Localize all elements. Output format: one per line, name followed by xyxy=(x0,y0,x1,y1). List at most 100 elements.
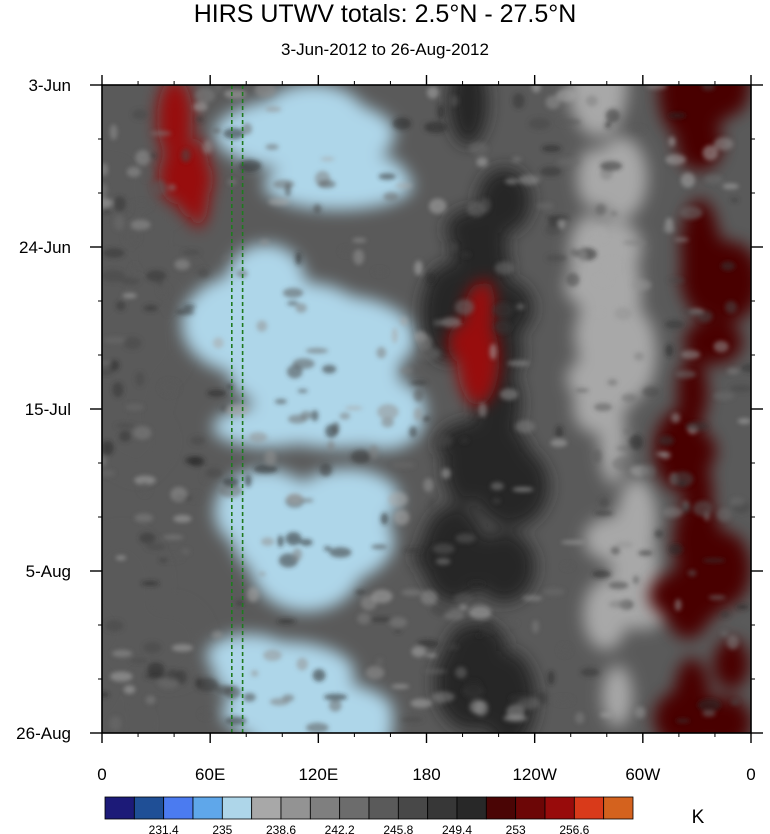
field-cell xyxy=(376,346,387,359)
field-cell xyxy=(469,605,492,620)
field-cell xyxy=(211,630,223,639)
field-cell xyxy=(339,412,351,420)
field-cell xyxy=(532,620,539,634)
field-cell xyxy=(479,197,491,213)
field-cell xyxy=(515,303,525,310)
field-cell xyxy=(417,334,433,351)
field-cell xyxy=(133,425,152,440)
field-cell xyxy=(685,421,709,431)
colorbar-swatch xyxy=(397,796,429,820)
field-feature xyxy=(564,85,673,727)
field-cell xyxy=(224,88,247,99)
field-cell xyxy=(123,685,136,694)
field-cell xyxy=(350,449,371,464)
field-cell xyxy=(256,320,268,332)
field-cell xyxy=(547,670,555,685)
field-cell xyxy=(277,618,296,624)
field-cell xyxy=(432,543,455,555)
field-cell xyxy=(607,379,618,386)
field-cell xyxy=(260,239,270,246)
field-cell xyxy=(702,710,716,717)
field-cell xyxy=(693,500,713,517)
colorbar-unit: K xyxy=(692,807,705,828)
colorbar-swatch xyxy=(427,796,458,820)
field-cell xyxy=(662,507,683,518)
field-blob xyxy=(131,603,206,682)
field-cell xyxy=(268,198,290,206)
field-cell xyxy=(286,492,304,505)
field-blob xyxy=(181,274,309,374)
field-cell xyxy=(227,178,237,185)
field-cell xyxy=(392,117,412,130)
field-cell xyxy=(251,670,259,677)
field-cell xyxy=(574,388,590,393)
field-cell xyxy=(454,299,475,316)
field-cell xyxy=(437,104,445,120)
field-cell xyxy=(400,367,413,374)
field-cell xyxy=(609,210,618,217)
field-cell xyxy=(139,532,156,544)
field-cell xyxy=(558,644,572,657)
field-cell xyxy=(174,259,190,271)
field-cell xyxy=(668,136,676,147)
field-cell xyxy=(323,546,332,551)
field-cell xyxy=(420,590,438,605)
field-cell xyxy=(632,575,640,585)
field-cell xyxy=(444,611,465,620)
field-cell xyxy=(499,388,518,401)
field-cell xyxy=(260,537,275,546)
x-tick-label: 180 xyxy=(412,765,440,784)
field-cell xyxy=(139,481,151,496)
field-cell xyxy=(377,403,399,420)
field-cell xyxy=(674,237,689,242)
field-cell xyxy=(212,337,224,349)
field-cell xyxy=(389,616,408,628)
field-cell xyxy=(665,154,687,165)
field-cell xyxy=(461,251,471,258)
field-blob xyxy=(173,155,214,204)
field-cell xyxy=(591,309,604,316)
field-cell xyxy=(531,85,542,93)
field-cell xyxy=(103,208,111,213)
field-cell xyxy=(383,192,399,202)
colorbar-label: 256.6 xyxy=(559,823,589,834)
field-cell xyxy=(147,662,165,678)
field-cell xyxy=(115,555,127,561)
field-cell xyxy=(102,440,114,456)
field-cell xyxy=(433,319,444,327)
field-cell xyxy=(297,388,308,394)
field-cell xyxy=(323,693,348,701)
field-cell xyxy=(145,270,167,282)
field-cell xyxy=(681,350,701,360)
field-cell xyxy=(664,319,685,330)
field-cell xyxy=(319,463,333,477)
field-cell xyxy=(729,384,751,393)
field-cell xyxy=(243,692,256,702)
field-cell xyxy=(274,398,287,405)
field-cell xyxy=(730,699,740,706)
field-cell xyxy=(143,304,159,312)
field-cell xyxy=(265,143,279,150)
field-cell xyxy=(680,172,696,188)
field-cell xyxy=(631,279,652,291)
field-cell xyxy=(594,275,612,286)
field-cell xyxy=(557,118,582,126)
colorbar-swatch xyxy=(573,796,605,820)
field-cell xyxy=(713,391,734,401)
colorbar-swatch xyxy=(251,796,282,820)
field-cell xyxy=(130,264,140,280)
field-cell xyxy=(440,317,462,328)
colorbar-label: 253 xyxy=(506,823,526,834)
field-cell xyxy=(130,658,149,663)
colorbar-swatch xyxy=(485,796,517,820)
field-cell xyxy=(614,307,633,321)
field-cell xyxy=(476,156,488,168)
field-cell xyxy=(423,669,447,674)
field-cell xyxy=(327,440,335,452)
field-blob xyxy=(214,97,396,171)
chart-subtitle: 3-Jun-2012 to 26-Aug-2012 xyxy=(281,40,489,59)
field-blob xyxy=(457,313,500,406)
field-cell xyxy=(113,196,126,212)
field-cell xyxy=(395,183,413,189)
field-cell xyxy=(196,116,204,123)
